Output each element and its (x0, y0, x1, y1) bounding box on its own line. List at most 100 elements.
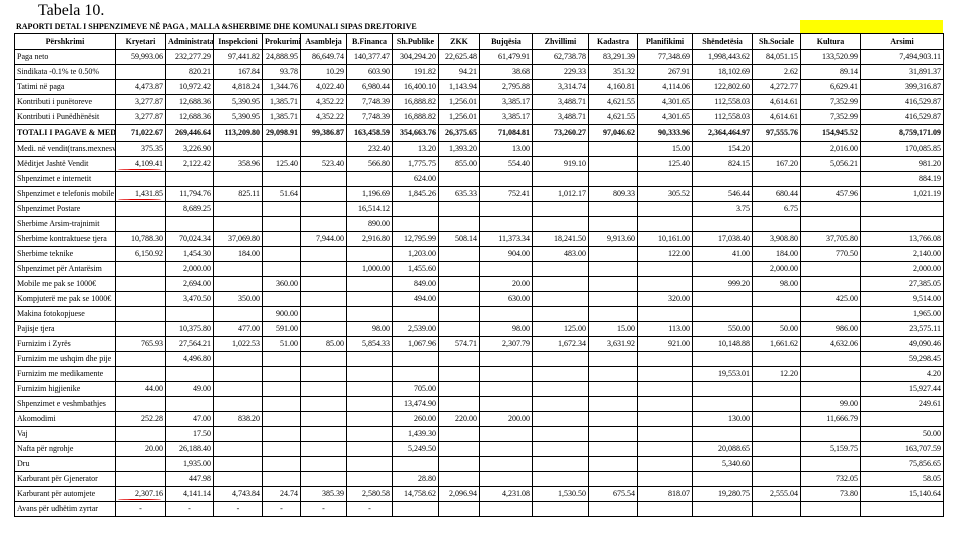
table-row: Avans për udhëtim zyrtar - - - - - - (14, 501, 944, 517)
cell (392, 351, 439, 367)
cell: 93.78 (262, 64, 301, 80)
cell (438, 306, 480, 322)
cell: 981.20 (860, 156, 944, 172)
cell: 154,945.52 (800, 124, 861, 142)
cell: 11,794.76 (165, 186, 214, 202)
cell (346, 366, 393, 382)
cell: 3,385.17 (479, 94, 533, 110)
cell: 818.07 (637, 486, 693, 502)
cell: 554.40 (479, 156, 533, 172)
cell: 305.52 (637, 186, 693, 202)
cell: 5,390.95 (213, 109, 263, 125)
cell: 705.00 (392, 381, 439, 397)
column-header: ZKK (438, 33, 480, 50)
cell: 1,256.01 (438, 109, 480, 125)
cell (213, 456, 263, 472)
cell (262, 291, 301, 307)
cell: - (165, 501, 214, 517)
cell: 999.20 (692, 276, 753, 292)
cell: 98.00 (752, 276, 801, 292)
table-row: Sherbime teknike 6,150.92 1,454.30 184.00 1,… (14, 246, 944, 262)
cell: 15.00 (637, 141, 693, 157)
cell (115, 471, 166, 487)
cell: 59,298.45 (860, 351, 944, 367)
row-label: Shpenzimet e telefonis mobile (14, 186, 116, 202)
cell (165, 396, 214, 412)
cell (115, 171, 166, 187)
cell: 27,564.21 (165, 336, 214, 352)
cell: 399,316.87 (860, 79, 944, 95)
cell: 11,666.79 (800, 411, 861, 427)
cell: 24,888.95 (262, 49, 301, 65)
table-row: Mëditjet Jashtë Vendit 4,109.41 2,122.42 35… (14, 156, 944, 172)
cell: 5,854.33 (346, 336, 393, 352)
cell (346, 471, 393, 487)
cell (115, 64, 166, 80)
cell: 7,748.39 (346, 109, 393, 125)
cell: 18,102.69 (692, 64, 753, 80)
cell (588, 141, 638, 157)
cell: 2,096.94 (438, 486, 480, 502)
table-row: Shpenzimet e telefonis mobile 1,431.85 11,… (14, 186, 944, 202)
cell (637, 471, 693, 487)
cell (300, 306, 347, 322)
cell (532, 141, 589, 157)
cell: 7,352.99 (800, 109, 861, 125)
cell: 3,314.74 (532, 79, 589, 95)
row-label: Kompjuterë me pak se 1000€ (14, 291, 116, 307)
cell (300, 246, 347, 262)
cell: 624.00 (392, 171, 439, 187)
cell (692, 381, 753, 397)
cell (213, 366, 263, 382)
cell: 24.74 (262, 486, 301, 502)
cell: 350.00 (213, 291, 263, 307)
cell: 122,802.60 (692, 79, 753, 95)
cell (392, 201, 439, 217)
cell: 1,012.17 (532, 186, 589, 202)
table-row: Kontributi i Punëdhënësit 3,277.87 12,688.… (14, 109, 944, 125)
cell: 1,385.71 (262, 109, 301, 125)
cell: 184.00 (752, 246, 801, 262)
cell: 7,352.99 (800, 94, 861, 110)
cell: 2,555.04 (752, 486, 801, 502)
cell: 457.96 (800, 186, 861, 202)
cell (479, 381, 533, 397)
cell (346, 411, 393, 427)
cell: 884.19 (860, 171, 944, 187)
column-header: Bujqësia (479, 33, 533, 50)
cell: 1,000.00 (346, 261, 393, 277)
cell (637, 201, 693, 217)
cell: 11,373.34 (479, 231, 533, 247)
cell: 1,965.00 (860, 306, 944, 322)
cell (588, 306, 638, 322)
cell: 59,993.06 (115, 49, 166, 65)
cell (800, 216, 861, 232)
cell: 385.39 (300, 486, 347, 502)
cell: 16,888.82 (392, 109, 439, 125)
cell (479, 171, 533, 187)
row-label: Furnizim higjienike (14, 381, 116, 397)
highlight (800, 20, 943, 33)
cell: 2,122.42 (165, 156, 214, 172)
cell: 3,631.92 (588, 336, 638, 352)
cell (165, 306, 214, 322)
cell (262, 201, 301, 217)
cell (532, 366, 589, 382)
cell: 447.98 (165, 471, 214, 487)
cell: 44.00 (115, 381, 166, 397)
cell: - (300, 501, 347, 517)
cell: 20.00 (115, 441, 166, 457)
cell: 4,160.81 (588, 79, 638, 95)
cell (588, 201, 638, 217)
table-row: Nafta për ngrohje 20.00 26,188.40 5,249.50 2… (14, 441, 944, 457)
cell (752, 216, 801, 232)
cell (262, 441, 301, 457)
cell: 85.00 (300, 336, 347, 352)
cell: 1,672.34 (532, 336, 589, 352)
cell: 84,051.15 (752, 49, 801, 65)
cell (346, 306, 393, 322)
cell: 50.00 (752, 321, 801, 337)
cell: 167.20 (752, 156, 801, 172)
row-label: Avans për udhëtim zyrtar (14, 501, 116, 517)
